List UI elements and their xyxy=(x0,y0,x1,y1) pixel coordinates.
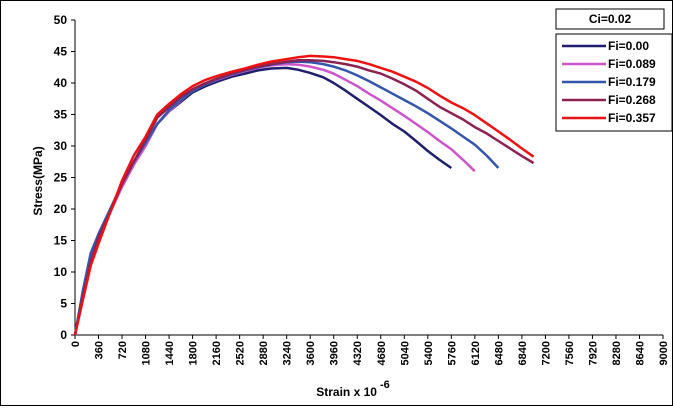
x-tick-label: 4320 xyxy=(352,341,364,365)
y-tick-label: 25 xyxy=(54,171,68,185)
x-tick-label: 4680 xyxy=(376,341,388,365)
x-tick-label: 1440 xyxy=(164,341,176,365)
y-tick-label: 0 xyxy=(60,328,67,342)
y-tick-label: 50 xyxy=(54,13,68,27)
legend-items: Fi=0.00 Fi=0.089 Fi=0.179 Fi=0.268 Fi=0.357 xyxy=(562,39,656,125)
tick-labels: 0 5 10 15 20 25 30 35 40 45 50 0 360 720 1080 1440 1800 2… xyxy=(54,13,670,365)
legend-label-fi-0-00: Fi=0.00 xyxy=(608,39,649,53)
y-tick-label: 40 xyxy=(54,76,68,90)
legend-label-fi-0-179: Fi=0.179 xyxy=(608,75,656,89)
legend-header: Ci=0.02 xyxy=(589,12,632,26)
x-axis-label-exponent: -6 xyxy=(380,379,390,391)
x-tick-label: 1800 xyxy=(188,341,200,365)
x-tick-label: 6840 xyxy=(517,341,529,365)
x-tick-label: 2160 xyxy=(211,341,223,365)
x-tick-label: 5760 xyxy=(446,341,458,365)
legend: Ci=0.02 Fi=0.00Fi=0.089Fi=0.179Fi=0.268F… xyxy=(555,8,673,132)
x-tick-label: 360 xyxy=(94,341,106,359)
y-tick-label: 15 xyxy=(54,234,68,248)
x-tick-label: 8280 xyxy=(611,341,623,365)
x-tick-label: 3240 xyxy=(282,341,294,365)
x-tick-label: 720 xyxy=(117,341,129,359)
x-tick-label: 3960 xyxy=(329,341,341,365)
x-tick-label: 0 xyxy=(70,341,82,347)
x-tick-label: 2520 xyxy=(235,341,247,365)
series-line-fi-0-268 xyxy=(73,59,535,336)
series-line-fi-0-357 xyxy=(73,54,535,336)
y-tick-label: 35 xyxy=(54,108,68,122)
y-tick-label: 5 xyxy=(60,297,67,311)
y-axis-label: Stress(MPa) xyxy=(31,146,45,215)
x-tick-label: 6480 xyxy=(493,341,505,365)
x-tick-label: 9000 xyxy=(658,341,670,365)
series-line-fi-0-00 xyxy=(73,66,453,336)
legend-label-fi-0-357: Fi=0.357 xyxy=(608,111,656,125)
x-tick-label: 7200 xyxy=(540,341,552,365)
x-tick-label: 5040 xyxy=(399,341,411,365)
legend-label-fi-0-268: Fi=0.268 xyxy=(608,93,656,107)
x-axis-label: Strain x 10 -6 xyxy=(316,379,389,399)
axes xyxy=(71,19,664,339)
x-tick-label: 1080 xyxy=(141,341,153,365)
y-tick-label: 20 xyxy=(54,202,68,216)
x-tick-label: 7560 xyxy=(564,341,576,365)
x-axis-label-text: Strain x 10 xyxy=(316,385,377,399)
legend-label-fi-0-089: Fi=0.089 xyxy=(608,57,656,71)
y-tick-label: 30 xyxy=(54,139,68,153)
series-lines xyxy=(73,54,535,336)
x-tick-label: 2880 xyxy=(258,341,270,365)
legend-header-box xyxy=(555,8,665,30)
y-tick-label: 45 xyxy=(54,45,68,59)
x-tick-label: 8640 xyxy=(634,341,646,365)
x-tick-label: 3600 xyxy=(305,341,317,365)
x-tick-label: 7920 xyxy=(587,341,599,365)
x-tick-label: 5400 xyxy=(423,341,435,365)
x-tick-label: 6120 xyxy=(470,341,482,365)
y-tick-label: 10 xyxy=(54,265,68,279)
